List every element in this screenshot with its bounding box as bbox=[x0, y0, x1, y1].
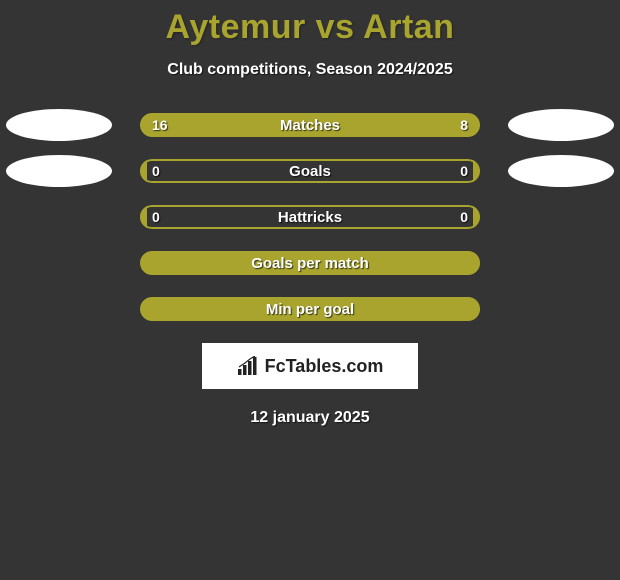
page-title: Aytemur vs Artan bbox=[0, 0, 620, 47]
stat-row-goals: 0 Goals 0 bbox=[0, 159, 620, 183]
stat-bar: 16 Matches 8 bbox=[140, 113, 480, 137]
stat-bar: 0 Goals 0 bbox=[140, 159, 480, 183]
comparison-card: Aytemur vs Artan Club competitions, Seas… bbox=[0, 0, 620, 427]
stat-label: Goals bbox=[140, 159, 480, 183]
branding-inner: FcTables.com bbox=[237, 356, 384, 377]
comparison-area: 16 Matches 8 0 Goals 0 bbox=[0, 113, 620, 321]
stat-value-right: 8 bbox=[460, 113, 468, 137]
stat-label: Min per goal bbox=[140, 297, 480, 321]
stat-value-right: 0 bbox=[460, 205, 468, 229]
stat-label: Hattricks bbox=[140, 205, 480, 229]
player-right-avatar bbox=[508, 109, 614, 141]
stat-bar: Min per goal bbox=[140, 297, 480, 321]
player-left-avatar bbox=[6, 155, 112, 187]
stat-bar: Goals per match bbox=[140, 251, 480, 275]
bar-chart-icon bbox=[237, 356, 261, 376]
stat-bar: 0 Hattricks 0 bbox=[140, 205, 480, 229]
player-left-avatar bbox=[6, 109, 112, 141]
stat-row-goals-per-match: Goals per match bbox=[0, 251, 620, 275]
stat-row-matches: 16 Matches 8 bbox=[0, 113, 620, 137]
branding-box: FcTables.com bbox=[202, 343, 418, 389]
branding-text: FcTables.com bbox=[265, 356, 384, 377]
stat-label: Goals per match bbox=[140, 251, 480, 275]
stat-row-min-per-goal: Min per goal bbox=[0, 297, 620, 321]
stat-row-hattricks: 0 Hattricks 0 bbox=[0, 205, 620, 229]
generation-date: 12 january 2025 bbox=[0, 409, 620, 427]
stat-value-right: 0 bbox=[460, 159, 468, 183]
page-subtitle: Club competitions, Season 2024/2025 bbox=[0, 61, 620, 79]
stat-label: Matches bbox=[140, 113, 480, 137]
player-right-avatar bbox=[508, 155, 614, 187]
